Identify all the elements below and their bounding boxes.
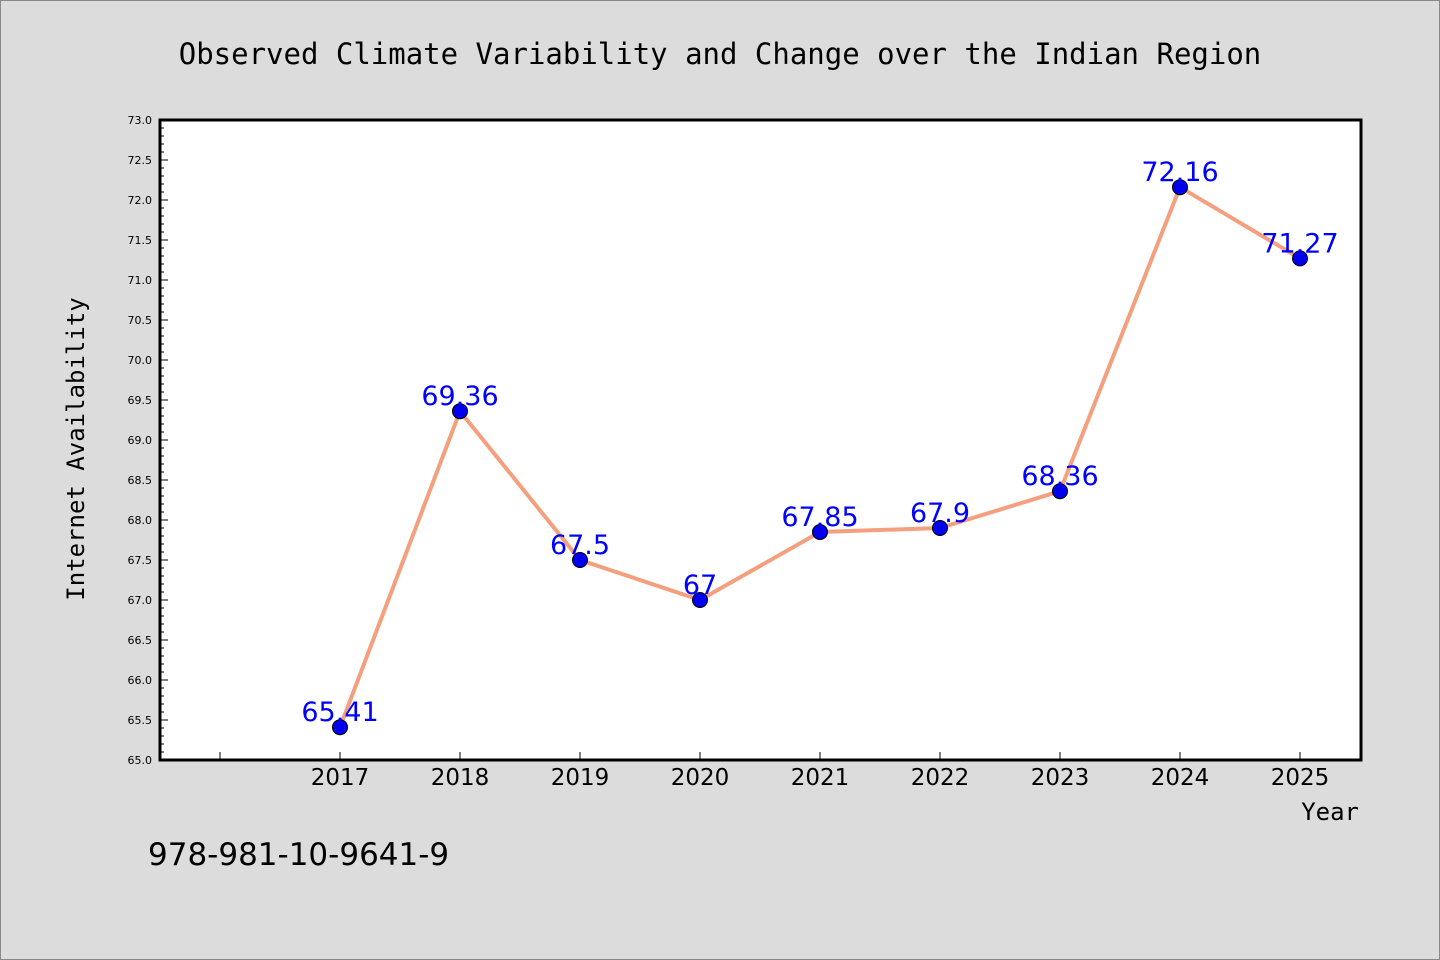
y-tick-label: 66.5 (128, 634, 153, 647)
y-tick-label: 69.5 (128, 394, 153, 407)
data-label: 67.9 (910, 498, 970, 529)
data-label: 67 (683, 570, 717, 601)
y-tick-label: 65.0 (128, 754, 153, 767)
line-chart: Observed Climate Variability and Change … (0, 0, 1440, 960)
data-label: 69.36 (421, 381, 498, 412)
y-tick-label: 67.0 (128, 594, 153, 607)
y-tick-label: 66.0 (128, 674, 153, 687)
x-tick-label: 2019 (551, 765, 610, 791)
y-tick-label: 73.0 (128, 114, 153, 127)
data-label: 71.27 (1261, 228, 1338, 259)
data-label: 67.85 (781, 502, 858, 533)
y-tick-label: 70.0 (128, 354, 153, 367)
data-label: 68.36 (1021, 461, 1098, 492)
y-axis-label: Internet Availability (62, 297, 90, 600)
x-tick-label: 2022 (911, 765, 970, 791)
y-tick-label: 65.5 (128, 714, 153, 727)
y-tick-label: 71.0 (128, 274, 153, 287)
data-label: 72.16 (1141, 157, 1218, 188)
y-tick-label: 68.5 (128, 474, 153, 487)
y-tick-label: 71.5 (128, 234, 153, 247)
y-tick-label: 72.5 (128, 154, 153, 167)
x-tick-label: 2021 (791, 765, 850, 791)
plot-area (160, 120, 1361, 760)
x-tick-label: 2023 (1031, 765, 1090, 791)
footer-isbn: 978-981-10-9641-9 (148, 837, 449, 873)
x-axis-label: Year (1301, 798, 1359, 826)
y-tick-label: 67.5 (128, 554, 153, 567)
chart-container: Observed Climate Variability and Change … (0, 0, 1440, 960)
data-label: 67.5 (550, 530, 610, 561)
data-label: 65.41 (301, 697, 378, 728)
x-tick-label: 2017 (311, 765, 370, 791)
y-tick-label: 70.5 (128, 314, 153, 327)
x-tick-label: 2020 (671, 765, 730, 791)
y-tick-label: 68.0 (128, 514, 153, 527)
x-tick-label: 2024 (1151, 765, 1210, 791)
x-tick-label: 2025 (1271, 765, 1330, 791)
chart-title: Observed Climate Variability and Change … (179, 37, 1262, 71)
y-tick-label: 72.0 (128, 194, 153, 207)
x-tick-label: 2018 (431, 765, 490, 791)
y-tick-label: 69.0 (128, 434, 153, 447)
